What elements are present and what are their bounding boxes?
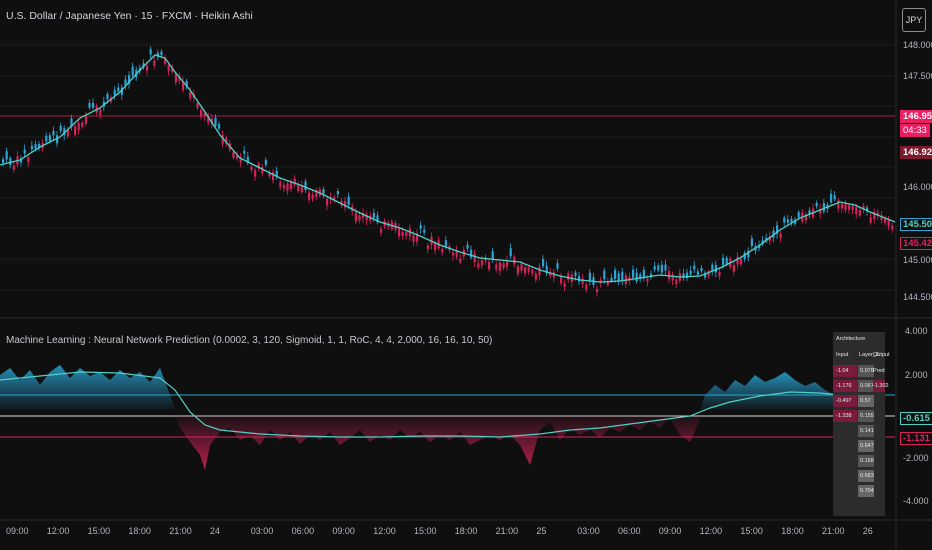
ask-price-label: 146.926	[900, 146, 932, 159]
time-tick: 09:00	[6, 526, 29, 536]
time-tick: 21:00	[169, 526, 192, 536]
time-tick: 18:00	[781, 526, 804, 536]
time-tick: 03:00	[577, 526, 600, 536]
time-tick: 12:00	[699, 526, 723, 536]
price-tick: 145.000	[903, 255, 932, 265]
time-tick: 21:00	[822, 526, 845, 536]
bid-price-label: 146.952	[900, 110, 932, 123]
layer2-cell: 0.141	[858, 425, 874, 437]
price-tick: 148.000	[903, 40, 932, 50]
currency-button[interactable]: JPY	[902, 8, 926, 32]
indicator-lower-label: -1.131	[900, 432, 932, 445]
input-cell: -1.04	[833, 365, 857, 377]
indicator-signal-line	[0, 371, 841, 438]
layer2-cell: 0.704	[858, 485, 874, 497]
time-tick: 21:00	[495, 526, 519, 536]
chart-symbol-title: U.S. Dollar / Japanese Yen · 15 · FXCM ·…	[6, 10, 253, 22]
close-price-label: 145.428	[900, 237, 932, 250]
architecture-title: Architecture	[836, 336, 866, 342]
time-tick: 09:00	[332, 526, 355, 536]
layer2-cell: 0.067	[858, 380, 874, 392]
layer2-cell: 0.647	[858, 440, 874, 452]
input-cell: -0.497	[833, 395, 857, 407]
header-input: Input	[836, 352, 849, 358]
price-tick: 147.500	[903, 71, 932, 81]
indicator-tick: 4.000	[905, 326, 928, 336]
time-tick: 26	[862, 526, 873, 536]
output-cell: Pred	[873, 368, 885, 374]
time-axis[interactable]: 09:00 12:00 15:00 18:00 21:00 24 03:00 06:00 09:…	[0, 524, 895, 544]
header-output: Output	[873, 352, 890, 358]
ma-price-label: 145.502	[900, 218, 932, 231]
input-cell: -1.176	[833, 380, 857, 392]
time-tick: 15:00	[740, 526, 763, 536]
indicator-tick: -2.000	[903, 453, 929, 463]
layer2-cell: 0.076	[858, 365, 874, 377]
layer2-cell: 0.683	[858, 470, 874, 482]
layer2-cell: 0.168	[858, 455, 874, 467]
countdown-label: 04:33	[900, 124, 930, 137]
moving-average-line	[0, 54, 896, 283]
time-tick: 15:00	[87, 526, 111, 536]
price-tick: 146.000	[903, 182, 932, 192]
time-tick: 03:00	[250, 526, 274, 536]
layer2-cell: 0.57	[858, 395, 874, 407]
time-tick: 15:00	[414, 526, 437, 536]
indicator-tick: -4.000	[903, 496, 929, 506]
time-tick: 12:00	[46, 526, 70, 536]
price-tick: 144.500	[903, 292, 932, 302]
time-tick: 06:00	[291, 526, 315, 536]
indicator-title: Machine Learning : Neural Network Predic…	[6, 335, 493, 346]
architecture-table: Architecture Input Layer_2 Output -1.04 …	[833, 332, 890, 516]
output-cell: -1.302	[873, 380, 889, 392]
input-cell: -1.338	[833, 410, 857, 422]
time-tick: 18:00	[128, 526, 151, 536]
prediction-area-negative	[175, 415, 700, 470]
time-tick: 18:00	[454, 526, 478, 536]
time-tick: 12:00	[373, 526, 396, 536]
prediction-area-positive	[0, 365, 175, 410]
indicator-upper-label: -0.615	[900, 412, 932, 425]
time-tick: 24	[210, 526, 221, 536]
time-tick: 09:00	[658, 526, 682, 536]
indicator-tick: 2.000	[905, 370, 928, 380]
time-tick: 06:00	[618, 526, 641, 536]
header-layer2: Layer_2	[859, 352, 879, 358]
layer2-cell: 0.155	[858, 410, 874, 422]
time-tick: 25	[536, 526, 547, 536]
